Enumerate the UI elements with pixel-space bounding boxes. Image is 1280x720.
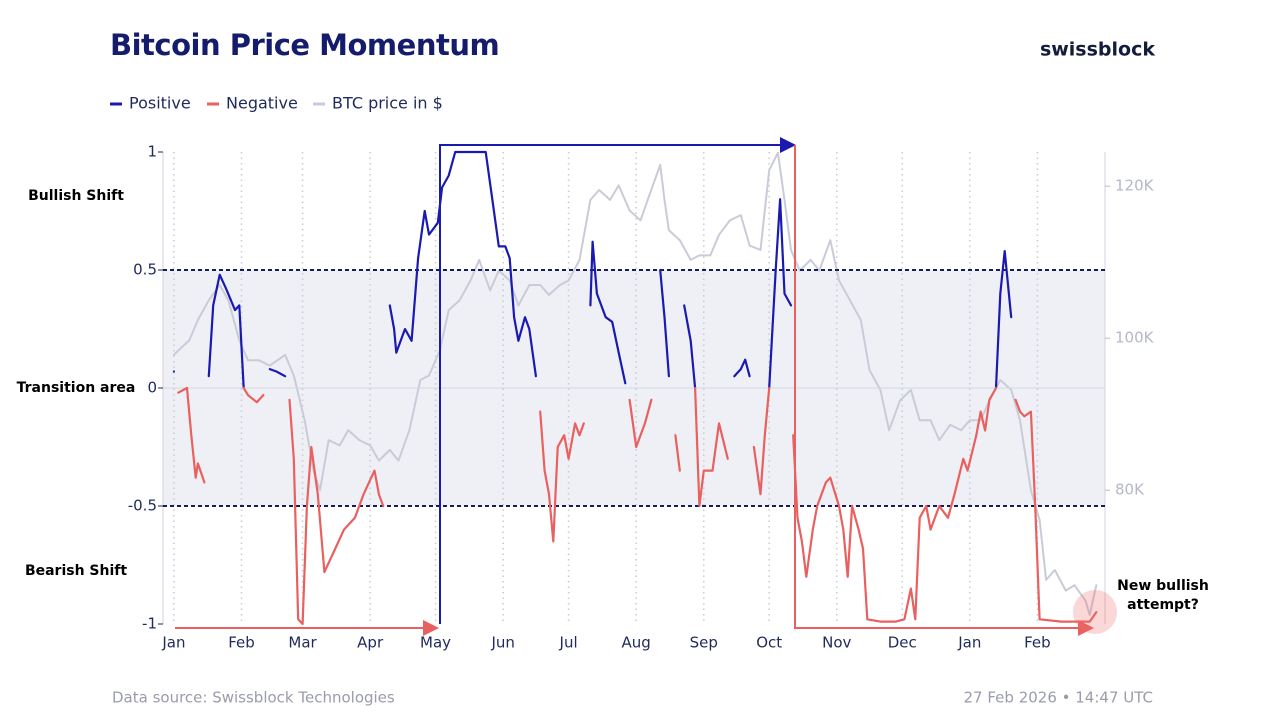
- annotation: Bullish Shift: [28, 188, 124, 204]
- legend-label: BTC price in $: [332, 94, 443, 113]
- y-tick-label: 0: [147, 379, 157, 397]
- legend-label: Negative: [226, 94, 298, 113]
- price-line: [172, 151, 1098, 616]
- x-tick-label: May: [420, 634, 451, 652]
- y-tick-label: 0.5: [133, 261, 157, 279]
- momentum-line: [694, 386, 729, 508]
- annotation: Transition area: [17, 380, 136, 396]
- x-tick-label: Jun: [490, 634, 514, 652]
- brand: swissblock: [1040, 39, 1155, 61]
- momentum-line: [628, 398, 653, 449]
- momentum-line: [674, 434, 681, 472]
- momentum-line: [683, 304, 697, 390]
- x-tick-label: Feb: [228, 634, 255, 652]
- highlight: [1073, 590, 1117, 634]
- momentum-line: [994, 250, 1013, 390]
- callout: attempt?: [1127, 597, 1199, 613]
- y2-tick-label: 80K: [1115, 481, 1145, 499]
- x-tick-label: Nov: [822, 634, 851, 652]
- legend-label: Positive: [129, 94, 191, 113]
- annotation: Bearish Shift: [25, 563, 127, 579]
- shift-annotations: [175, 137, 1117, 636]
- y-tick-label: -1: [142, 615, 157, 633]
- momentum-line: [792, 386, 998, 623]
- bullish-arrow: [439, 137, 796, 624]
- y2-tick-label: 120K: [1115, 177, 1155, 195]
- x-tick-label: Apr: [357, 634, 384, 652]
- x-tick-label: Mar: [288, 634, 317, 652]
- chart-title: Bitcoin Price Momentum: [110, 28, 499, 62]
- timestamp: 27 Feb 2026 • 14:47 UTC: [964, 689, 1153, 707]
- momentum-line: [589, 240, 627, 385]
- momentum-line: [388, 150, 537, 378]
- momentum-line: [177, 386, 206, 484]
- x-tick-label: Jan: [161, 634, 185, 652]
- momentum-line: [207, 273, 245, 390]
- x-tick-label: Feb: [1024, 634, 1051, 652]
- momentum-line: [268, 368, 287, 378]
- plot-area: Jan Feb Mar Apr May Jun Jul Aug Sep Oct Nov Dec Jan F…: [128, 143, 1155, 652]
- source: Data source: Swissblock Technologies: [112, 689, 395, 707]
- x-tick-label: Dec: [888, 634, 917, 652]
- y-tick-label: 1: [147, 143, 157, 161]
- callout: New bullish: [1117, 578, 1209, 594]
- momentum-line: [659, 268, 670, 378]
- x-tick-label: Sep: [690, 634, 718, 652]
- y-tick-label: -0.5: [128, 497, 157, 515]
- momentum-line: [242, 386, 265, 404]
- bearish-arrow: [794, 145, 1094, 636]
- momentum-line: [539, 410, 585, 543]
- x-tick-label: Jul: [559, 634, 578, 652]
- momentum-line: [733, 358, 751, 378]
- momentum-line: [752, 386, 771, 496]
- x-tick-label: Oct: [756, 634, 782, 652]
- momentum-line: [768, 198, 793, 390]
- x-tick-label: Jan: [957, 634, 981, 652]
- momentum-line: [288, 398, 385, 626]
- y2-tick-label: 100K: [1115, 329, 1155, 347]
- x-tick-label: Aug: [622, 634, 651, 652]
